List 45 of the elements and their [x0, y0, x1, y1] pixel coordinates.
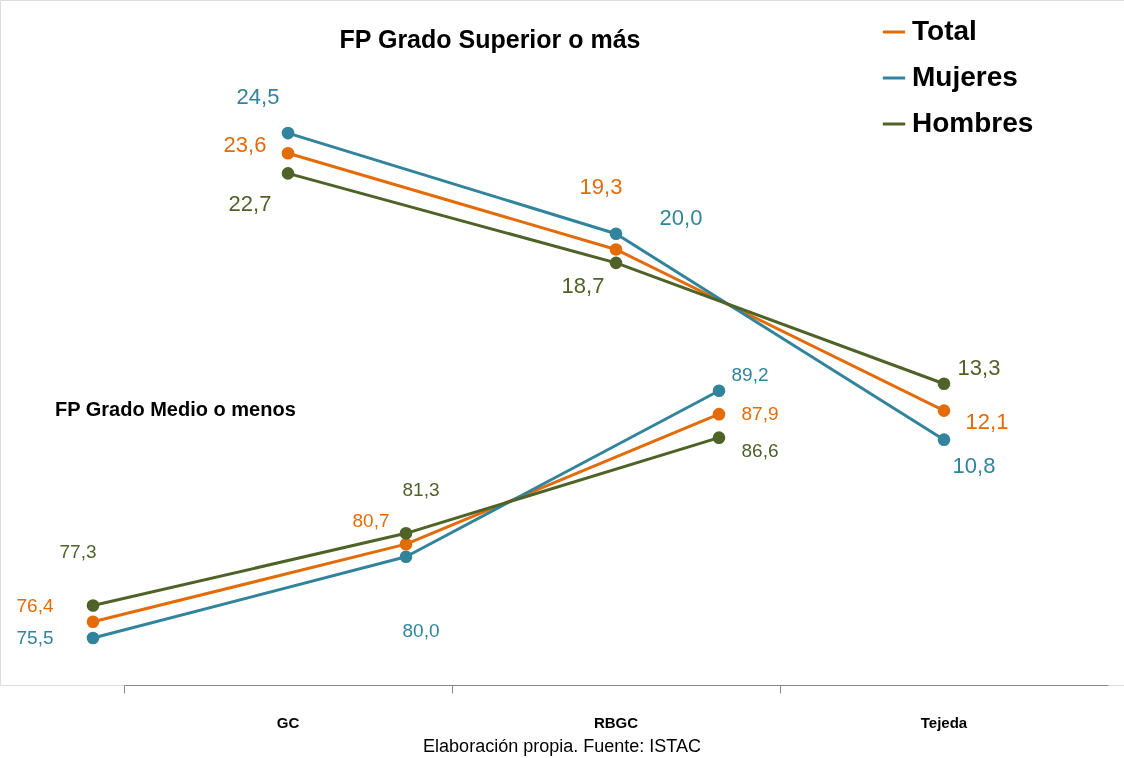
point	[609, 243, 623, 256]
data-label: 77,3	[59, 540, 97, 562]
data-label: 86,6	[741, 439, 779, 461]
point	[86, 615, 100, 629]
data-label: 89,2	[731, 363, 769, 385]
point	[712, 407, 726, 421]
data-label: 12,1	[965, 408, 1009, 434]
text: Elaboración propia. Fuente: ISTAC	[423, 736, 701, 756]
point	[399, 537, 413, 551]
data-label: 75,5	[16, 627, 54, 649]
data-label: 19,3	[579, 174, 623, 200]
point	[281, 146, 295, 160]
data-label: 81,3	[402, 479, 440, 501]
data-label: 23,6	[223, 132, 267, 158]
point	[86, 631, 100, 645]
data-label: 76,4	[16, 594, 54, 616]
chart-title: FP Grado Superior o más	[339, 25, 641, 53]
chart-title: FP Grado Medio o menos	[55, 398, 296, 420]
data-label: 80,0	[402, 619, 440, 641]
data-label: 80,7	[352, 510, 390, 532]
data-label: 20,0	[659, 204, 703, 230]
data-label: 24,5	[236, 84, 280, 110]
legend-label: Hombres	[912, 107, 1034, 138]
point	[281, 167, 295, 180]
data-label: 18,7	[561, 272, 605, 298]
data-label: 22,7	[228, 191, 272, 217]
point	[609, 256, 623, 270]
point	[937, 404, 951, 417]
data-label: 13,3	[957, 354, 1001, 380]
point	[937, 433, 951, 447]
point	[712, 384, 726, 398]
point	[609, 227, 623, 241]
x-tick-label: Tejeda	[920, 713, 968, 731]
x-tick-label: GC	[276, 713, 300, 731]
legend-label: Total	[912, 15, 977, 46]
point	[712, 431, 726, 444]
point	[281, 126, 295, 140]
x-tick-label: RBGC	[593, 713, 639, 731]
point	[937, 377, 951, 391]
point	[399, 550, 413, 564]
point	[86, 599, 100, 612]
point	[399, 527, 413, 540]
data-label: 10,8	[952, 452, 996, 478]
data-label: 87,9	[741, 403, 779, 425]
legend-label: Mujeres	[912, 61, 1018, 92]
